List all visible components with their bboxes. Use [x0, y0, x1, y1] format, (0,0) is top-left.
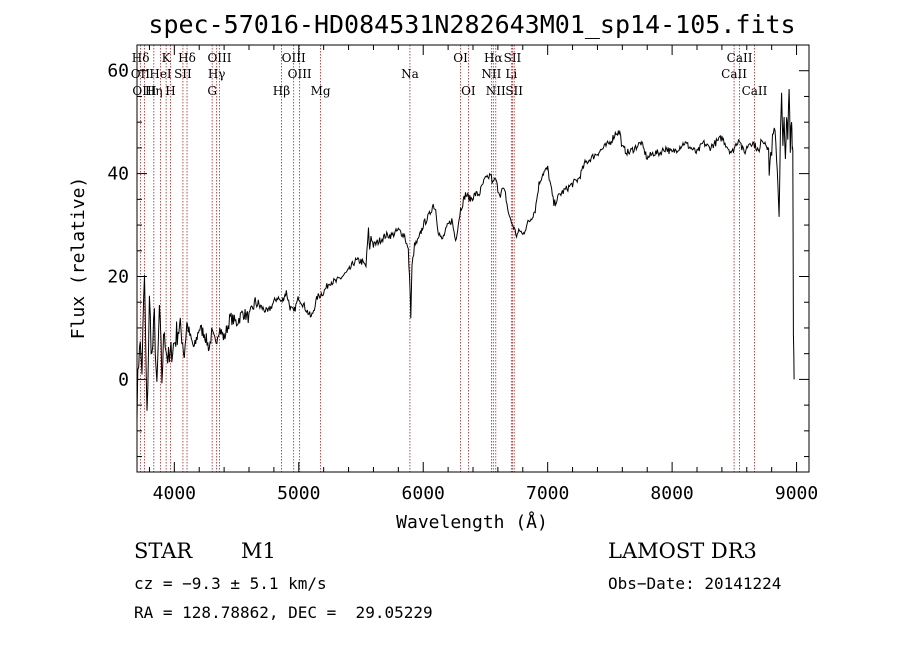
y-tick-label: 20 — [107, 267, 129, 288]
marker-label: K — [162, 51, 172, 65]
chart-title: spec-57016-HD084531N282643M01_sp14-105.f… — [148, 10, 795, 39]
marker-label: OIII — [207, 51, 231, 65]
marker-label: Hα — [484, 51, 503, 65]
marker-label: CaII — [727, 51, 753, 65]
x-tick-label: 6000 — [402, 483, 445, 504]
emission-line-markers — [139, 45, 755, 472]
marker-label: Hγ — [208, 67, 226, 81]
y-tick-label: 0 — [118, 369, 129, 390]
marker-label: Hη — [145, 84, 163, 98]
marker-label: Hδ — [178, 51, 196, 65]
marker-label: OIII — [282, 51, 306, 65]
marker-label: Mg — [311, 84, 331, 98]
plot-frame — [136, 44, 810, 473]
y-tick-label: 60 — [107, 61, 129, 82]
x-tick-label: 7000 — [526, 483, 569, 504]
marker-label: CaII — [721, 67, 747, 81]
coordinates: RA = 128.78862, DEC = 29.05229 — [134, 603, 433, 622]
y-axis-ticks: 0 20 40 60 — [107, 44, 809, 458]
marker-label: H — [165, 84, 175, 98]
x-tick-label: 4000 — [153, 483, 196, 504]
marker-label: SII — [174, 67, 192, 81]
marker-label: Na — [401, 67, 419, 81]
x-axis-label: Wavelength (Å) — [396, 511, 548, 533]
marker-label: NII — [481, 67, 501, 81]
redshift-velocity: cz = −9.3 ± 5.1 km/s — [134, 574, 327, 593]
x-axis-ticks: 4000 5000 6000 7000 8000 9000 — [148, 45, 818, 504]
emission-line-labels: Hδ OII OIII K HeI Hη SII H Hδ OIII Hγ G Hβ OIII OIII Mg… — [131, 51, 768, 98]
object-subclass: M1 — [241, 539, 276, 563]
object-class: STAR — [134, 539, 193, 563]
marker-label: OI — [461, 84, 476, 98]
marker-label: OIII — [132, 84, 156, 98]
survey-name: LAMOST DR3 — [608, 539, 757, 563]
marker-label: G — [207, 84, 217, 98]
marker-label: Hδ — [132, 51, 150, 65]
marker-label: SII — [504, 51, 522, 65]
marker-label: NII — [486, 84, 506, 98]
marker-label: OIII — [288, 67, 312, 81]
marker-label: HeI — [149, 67, 172, 81]
marker-label: CaII — [742, 84, 768, 98]
marker-label: Hβ — [273, 84, 290, 98]
x-tick-label: 9000 — [775, 483, 818, 504]
marker-label: OI — [453, 51, 468, 65]
y-axis-label: Flux (relative) — [68, 177, 89, 340]
x-tick-label: 8000 — [650, 483, 693, 504]
marker-label: OII — [131, 67, 151, 81]
observation-date: Obs−Date: 20141224 — [608, 574, 782, 593]
marker-label: SII — [505, 84, 523, 98]
spectrum-line — [136, 88, 795, 421]
x-tick-label: 5000 — [277, 483, 320, 504]
marker-label: Li — [505, 67, 517, 81]
y-tick-label: 40 — [107, 164, 129, 185]
